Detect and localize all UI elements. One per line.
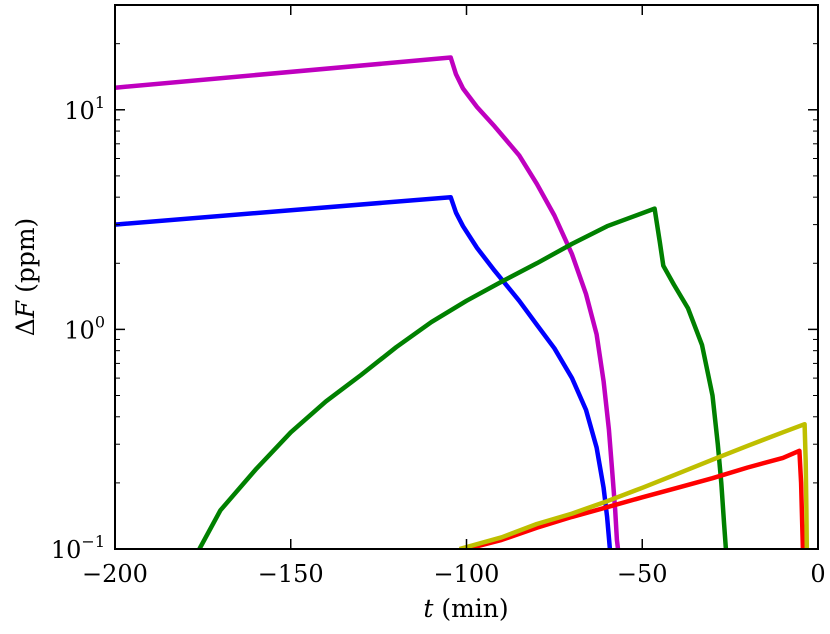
axis-ticks: −200 −150 −100 −50 0 10−1 100 101 — [51, 5, 826, 588]
y-tick-label: 100 — [64, 312, 105, 344]
series-line-3 — [197, 206, 729, 549]
x-tick-label: −150 — [258, 560, 324, 588]
y-axis-label: ΔF (ppm) — [11, 218, 40, 337]
x-tick-label: −200 — [82, 560, 148, 588]
series-line-4 — [465, 448, 806, 549]
y-tick-label: 10−1 — [51, 532, 105, 564]
series-line-1 — [115, 55, 621, 549]
y-tick-label: 101 — [64, 93, 105, 125]
x-tick-label: 0 — [810, 560, 825, 588]
x-axis-label: t (min) — [423, 594, 508, 623]
series-lines — [115, 55, 810, 549]
plot-frame — [114, 4, 819, 550]
x-tick-label: −100 — [434, 560, 500, 588]
x-tick-label: −50 — [617, 560, 668, 588]
series-line-2 — [115, 194, 613, 549]
series-line-5 — [458, 421, 810, 549]
